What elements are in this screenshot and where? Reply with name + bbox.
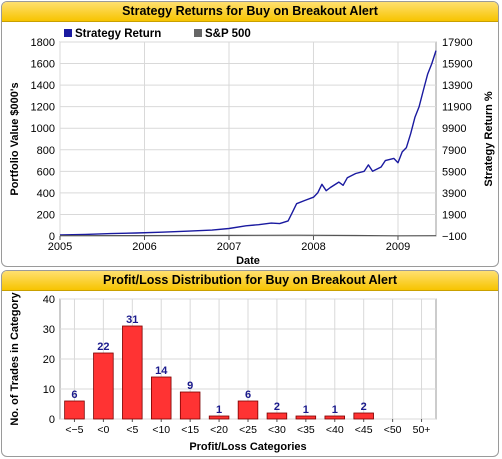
bar-x-tick-label: <35: [297, 424, 315, 436]
legend-swatch-sp500: [194, 29, 202, 37]
bar-series-group: 6 22 31 14 9 1 6 2 1 1 2: [64, 314, 374, 420]
x-tick-label: 2005: [48, 241, 72, 253]
legend: Strategy Return S&P 500: [64, 28, 251, 40]
y-tick-label-right: 3900: [442, 188, 466, 200]
bar-y-axis-label: No. of Trades in Category: [9, 291, 21, 425]
profit-loss-title: Profit/Loss Distribution for Buy on Brea…: [2, 271, 498, 291]
y-tick-label-right: −100: [442, 231, 467, 243]
bar-x-tick-label: <20: [210, 424, 228, 436]
y-tick-label-left: 0: [49, 231, 55, 243]
bar-value-label: 1: [303, 404, 309, 416]
profit-loss-chart: 0 10 20 30 40 <−5 <0 <5 <10 <15 <20 <25 <30 <35 <40 <45…: [9, 291, 437, 453]
bar-value-label: 2: [361, 401, 367, 413]
x-tick-label: 2008: [301, 241, 325, 253]
y-tick-label-left: 1000: [31, 123, 55, 135]
bar-value-label: 31: [126, 314, 138, 326]
y-tick-label-left: 1200: [31, 102, 55, 114]
bar-x-tick-label: <−5: [65, 424, 83, 436]
bar: [208, 415, 230, 420]
bar-value-label: 1: [216, 404, 222, 416]
strategy-returns-chart: 0 −100 200 1900 400 3900 600 5900 800 7900 1000 990…: [9, 28, 495, 267]
bar-x-tick-label: <5: [126, 424, 138, 436]
x-tick-label: 2007: [217, 241, 241, 253]
y-tick-label-right: 17900: [442, 37, 473, 49]
y-tick-label-left: 400: [37, 188, 55, 200]
bar-y-tick-label: 40: [43, 294, 55, 306]
y-tick-label-left: 1800: [31, 37, 55, 49]
x-axis-label: Date: [236, 255, 260, 267]
bar-x-axis-label: Profit/Loss Categories: [189, 441, 306, 453]
bar-value-label: 1: [332, 404, 338, 416]
bar-x-tick-label: <0: [97, 424, 109, 436]
bar-x-tick-label: <45: [355, 424, 373, 436]
y-tick-label-right: 11900: [442, 102, 472, 114]
bar: [324, 415, 346, 420]
strategy-returns-panel: Strategy Returns for Buy on Breakout Ale…: [1, 1, 499, 267]
line-series-group: [59, 50, 437, 237]
legend-label-strategy-return: Strategy Return: [75, 28, 161, 40]
bar-value-label: 14: [155, 365, 168, 377]
bar: [295, 415, 317, 420]
legend-label-sp500: S&P 500: [205, 28, 251, 40]
bar-y-tick-label: 30: [43, 324, 55, 336]
profit-loss-panel: Profit/Loss Distribution for Buy on Brea…: [1, 270, 499, 457]
y-axis-label-left: Portfolio Value $000's: [9, 82, 21, 195]
bar: [179, 391, 201, 420]
bar-x-tick-label: <25: [239, 424, 257, 436]
y-tick-label-right: 1900: [442, 209, 466, 221]
bar: [150, 376, 172, 420]
y-tick-label-left: 800: [37, 145, 55, 157]
y-tick-label-left: 1600: [31, 59, 55, 71]
sp500-line: [59, 234, 437, 237]
y-axis-label-right: Strategy Return %: [483, 91, 495, 187]
y-tick-label-left: 600: [37, 166, 55, 178]
line-plot-area: [59, 41, 437, 237]
bar-x-tick-label: <30: [268, 424, 286, 436]
bar: [93, 352, 114, 420]
bar-y-tick-label: 10: [43, 384, 55, 396]
bar: [266, 412, 288, 420]
bar: [64, 400, 85, 420]
y-tick-label-right: 9900: [442, 123, 466, 135]
bar: [353, 412, 374, 420]
bar-x-tick-label: 50+: [413, 424, 431, 436]
bar-x-tick-label: <40: [326, 424, 344, 436]
y-tick-label-left: 1400: [31, 80, 55, 92]
strategy-return-line: [59, 50, 437, 236]
y-tick-label-right: 13900: [442, 80, 473, 92]
legend-swatch-strategy-return: [64, 29, 72, 37]
bar-ticks: 0 10 20 30 40 <−5 <0 <5 <10 <15 <20 <25 <30 <35 <40 <45…: [43, 294, 431, 436]
bar-value-label: 6: [71, 389, 77, 401]
x-tick-label: 2006: [132, 241, 156, 253]
y-tick-label-right: 5900: [442, 166, 466, 178]
bar-y-tick-label: 0: [49, 414, 55, 426]
line-grid: [59, 41, 436, 237]
bar: [122, 325, 143, 420]
bar-x-tick-label: <10: [152, 424, 170, 436]
x-tick-label: 2009: [386, 241, 410, 253]
line-ticks: 0 −100 200 1900 400 3900 600 5900 800 7900 1000 990…: [31, 37, 473, 253]
bar-value-label: 9: [187, 380, 193, 392]
bar-x-tick-label: <50: [384, 424, 402, 436]
y-tick-label-right: 7900: [442, 145, 466, 157]
bar: [237, 400, 259, 420]
bar-value-label: 6: [245, 389, 251, 401]
bar-x-tick-label: <15: [181, 424, 199, 436]
y-tick-label-left: 200: [37, 209, 55, 221]
bar-value-label: 22: [97, 341, 109, 353]
strategy-returns-title: Strategy Returns for Buy on Breakout Ale…: [2, 2, 498, 22]
bar-value-label: 2: [274, 401, 280, 413]
bar-y-tick-label: 20: [43, 354, 55, 366]
y-tick-label-right: 15900: [442, 59, 473, 71]
